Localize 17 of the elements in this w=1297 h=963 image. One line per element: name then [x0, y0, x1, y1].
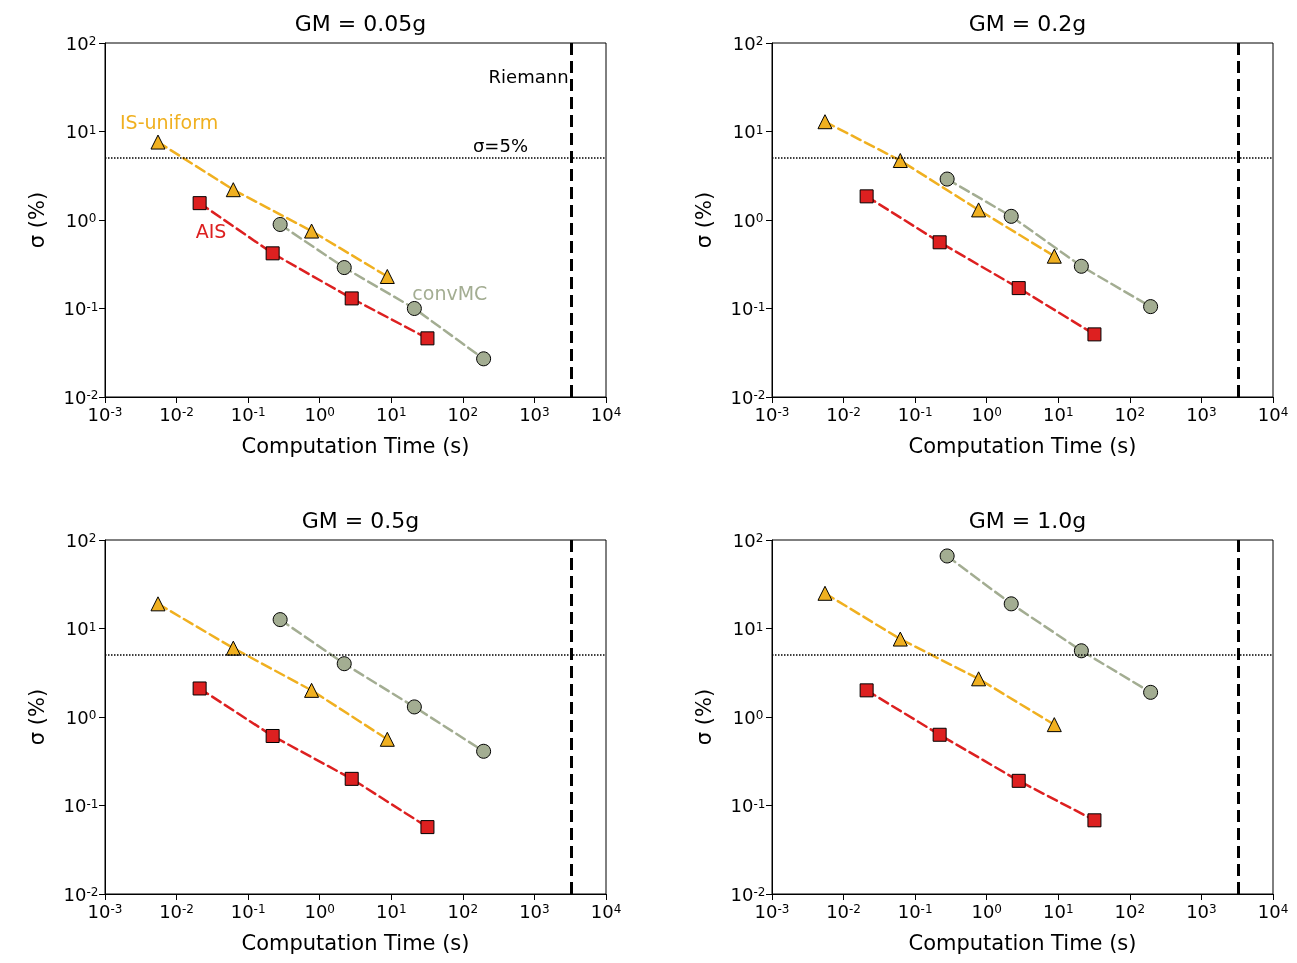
y-axis-title: σ (%) — [691, 688, 716, 746]
chart-title: GM = 1.0g — [968, 507, 1087, 533]
y-axis-title: σ (%) — [24, 191, 49, 249]
series-label: convMC — [412, 281, 488, 304]
chart-title: GM = 0.05g — [294, 10, 427, 36]
series-label: IS-uniform — [119, 111, 219, 134]
y-axis-title: σ (%) — [691, 191, 716, 249]
ref-line-label: σ=5% — [472, 134, 528, 156]
series-label: AIS — [195, 220, 227, 243]
chart-title: GM = 0.2g — [968, 10, 1087, 36]
x-axis-title: Computation Time (s) — [908, 433, 1137, 458]
chart-title: GM = 0.5g — [301, 507, 420, 533]
x-axis-title: Computation Time (s) — [241, 433, 470, 458]
y-axis-title: σ (%) — [24, 688, 49, 746]
ref-line-label: Riemann — [488, 65, 569, 87]
x-axis-title: Computation Time (s) — [241, 930, 470, 955]
x-axis-title: Computation Time (s) — [908, 930, 1137, 955]
